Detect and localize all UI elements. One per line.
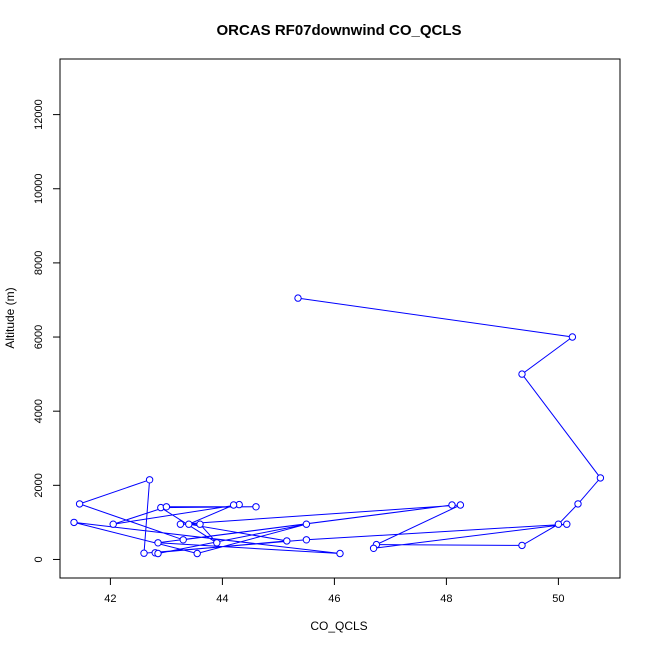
data-point	[229, 501, 238, 509]
data-point	[369, 544, 378, 552]
data-point	[154, 539, 162, 547]
data-point	[140, 549, 148, 557]
data-point	[145, 476, 154, 484]
data-point	[456, 501, 465, 509]
data-point	[252, 503, 260, 511]
data-point	[193, 549, 201, 558]
data-point	[179, 536, 187, 544]
data-point	[554, 520, 563, 528]
data-point	[213, 539, 221, 547]
data-point	[294, 294, 302, 302]
data-point	[336, 549, 344, 558]
data-point	[302, 520, 311, 528]
y-tick-label: 12000	[33, 99, 45, 130]
plot-frame	[59, 58, 621, 579]
y-axis: 0 2000 4000 6000 8000 10000 12000	[33, 99, 60, 563]
data-point	[185, 520, 193, 528]
y-tick-label: 4000	[33, 399, 45, 423]
y-axis-label: Altitude (m)	[3, 287, 17, 348]
data-points	[70, 294, 605, 558]
x-tick-label: 48	[440, 593, 452, 605]
y-tick-label: 6000	[33, 325, 45, 349]
data-point	[283, 537, 291, 545]
x-tick-label: 50	[552, 593, 564, 605]
y-tick-label: 2000	[33, 473, 45, 497]
data-point	[70, 518, 78, 527]
series-line	[73, 297, 602, 555]
x-tick-label: 44	[216, 593, 228, 605]
y-tick-label: 10000	[33, 173, 45, 204]
x-tick-label: 42	[104, 593, 116, 605]
data-point	[518, 541, 526, 550]
y-tick-label: 0	[33, 556, 45, 562]
data-point	[563, 520, 571, 528]
data-point	[302, 536, 311, 544]
x-axis: 42 44 46 48 50	[104, 578, 565, 605]
data-point	[574, 500, 582, 508]
data-point	[75, 500, 84, 508]
x-tick-label: 46	[328, 593, 340, 605]
data-point	[568, 333, 577, 341]
data-point	[518, 370, 526, 378]
data-point	[448, 501, 456, 509]
data-point	[176, 520, 185, 528]
data-point	[109, 520, 117, 528]
x-axis-label: CO_QCLS	[310, 619, 367, 633]
y-tick-label: 8000	[33, 251, 45, 275]
data-point	[162, 503, 171, 511]
data-point	[196, 520, 204, 528]
data-point	[154, 549, 162, 558]
chart-title: ORCAS RF07downwind CO_QCLS	[216, 22, 461, 39]
data-point	[596, 474, 605, 482]
